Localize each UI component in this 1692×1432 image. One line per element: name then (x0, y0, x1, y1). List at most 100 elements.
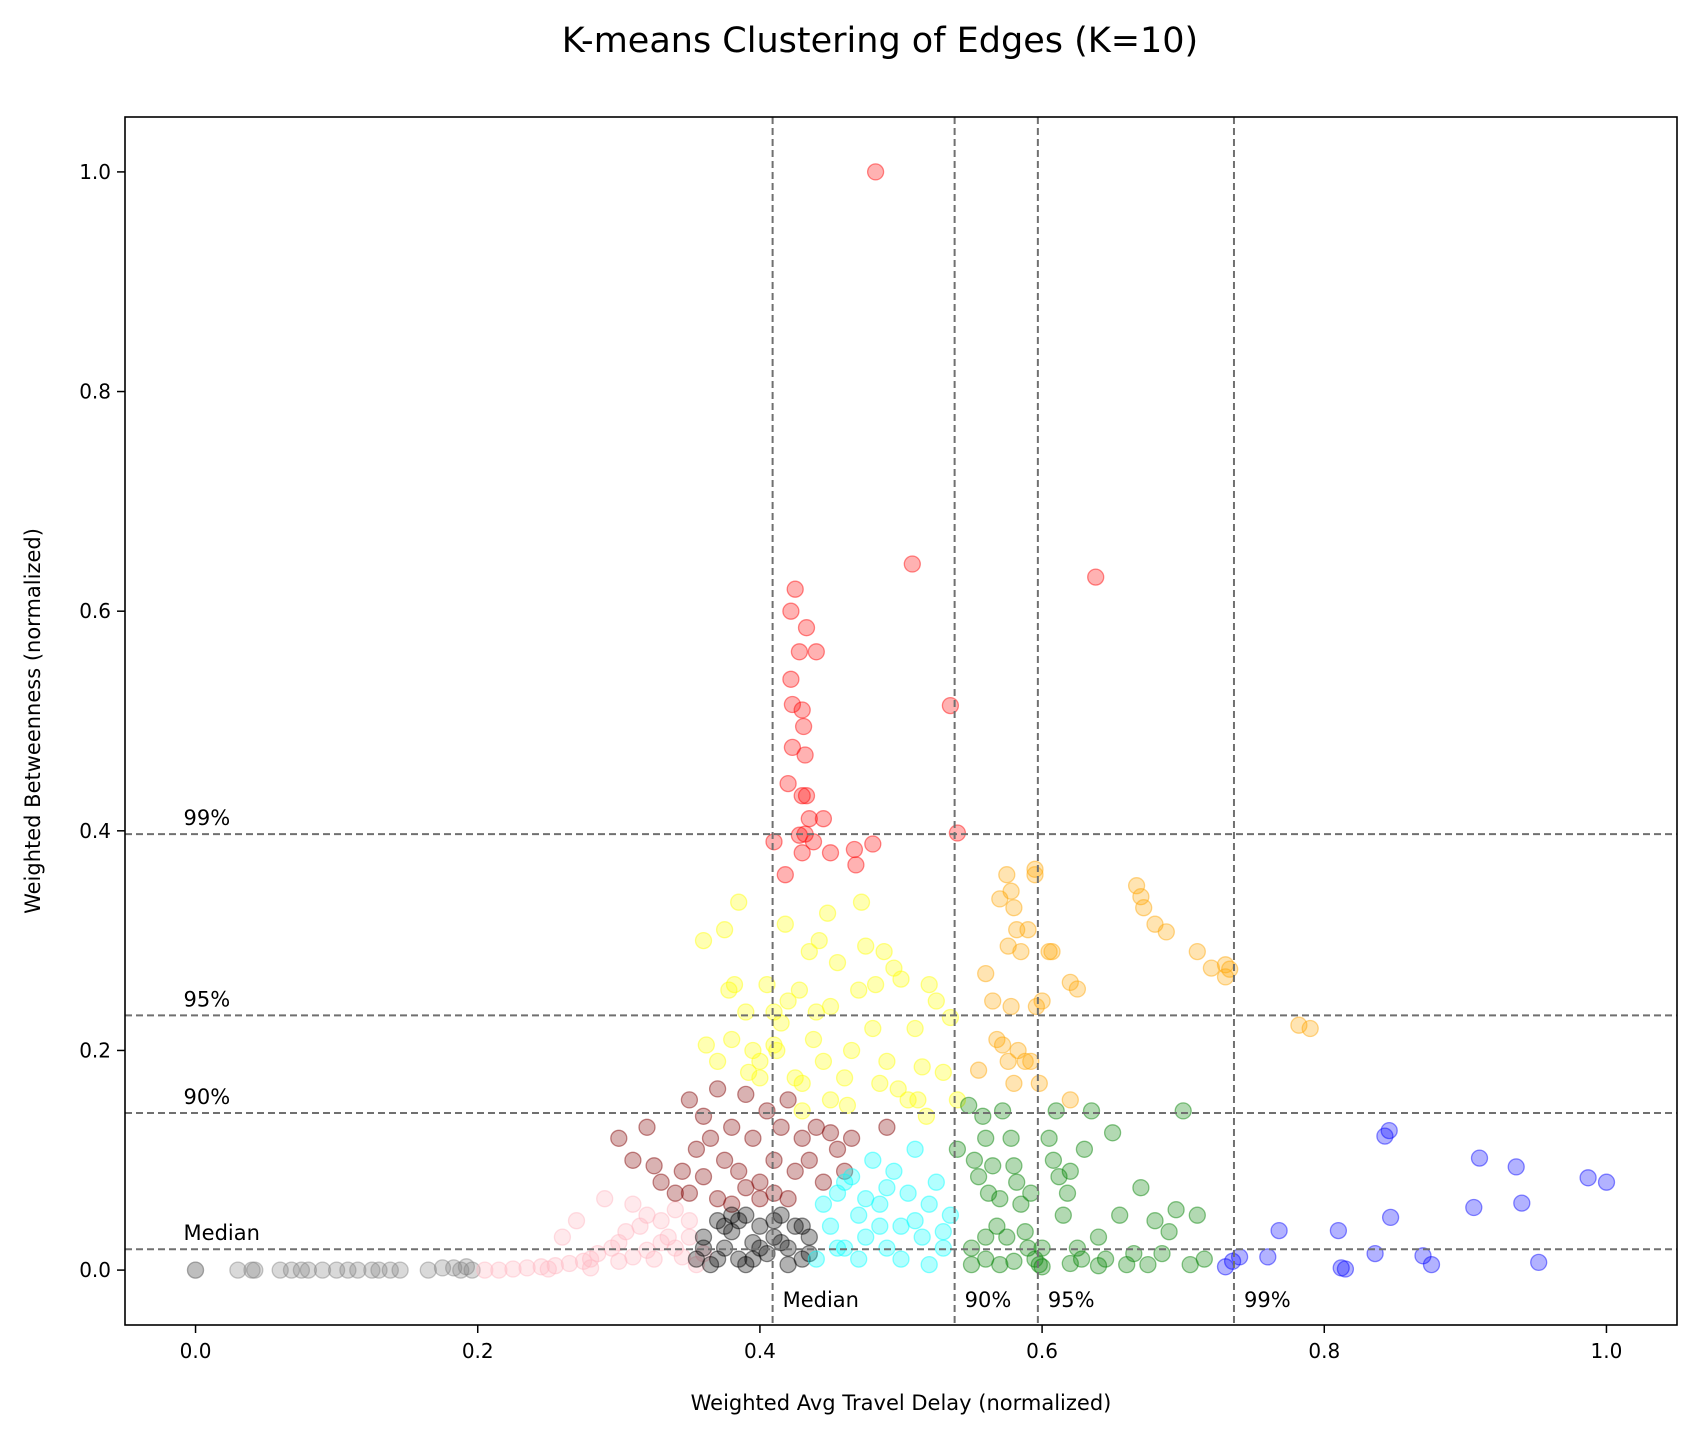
scatter-point-2-23 (793, 1129, 811, 1147)
scatter-point-5-55 (765, 1036, 783, 1054)
scatter-point-8-0 (948, 1140, 967, 1158)
scatter-point-3-22 (765, 1212, 783, 1230)
scatter-point-5-51 (934, 1063, 952, 1082)
y-tick-label-5: 1.0 (79, 160, 111, 184)
scatter-point-8-19 (1026, 1250, 1044, 1268)
scatter-point-5-9 (739, 1063, 758, 1082)
scatter-point-8-21 (1033, 1239, 1051, 1257)
scatter-point-3-5 (723, 1223, 741, 1241)
scatter-point-9-20 (1597, 1173, 1616, 1191)
scatter-point-6-10 (793, 701, 811, 719)
scatter-point-3-24 (793, 1217, 811, 1235)
y-axis-label: Weighted Betweenness (normalized) (21, 528, 45, 914)
scatter-point-9-4 (1270, 1221, 1288, 1240)
scatter-point-8-29 (1068, 1239, 1087, 1257)
scatter-point-1-31 (539, 1260, 557, 1278)
scatter-point-1-17 (631, 1217, 649, 1235)
scatter-point-4-17 (934, 1239, 952, 1257)
scatter-point-6-11 (794, 717, 813, 736)
scatter-point-9-1 (1223, 1252, 1242, 1270)
scatter-point-3-9 (751, 1217, 769, 1235)
scatter-point-8-31 (1075, 1140, 1094, 1158)
scatter-point-3-26 (715, 1217, 734, 1235)
scatter-point-8-55 (1089, 1257, 1108, 1275)
scatter-point-2-38 (680, 1184, 699, 1202)
scatter-point-0-18 (433, 1259, 452, 1277)
scatter-point-8-51 (991, 1255, 1009, 1274)
scatter-point-4-5 (850, 1206, 868, 1224)
x-tick-label-4: 0.8 (1308, 1339, 1340, 1363)
scatter-point-5-31 (838, 1096, 857, 1115)
scatter-point-6-18 (800, 810, 818, 828)
scatter-point-7-8 (1019, 921, 1037, 939)
scatter-point-6-12 (941, 696, 960, 715)
scatter-point-8-53 (1033, 1258, 1051, 1276)
scatter-point-2-13 (723, 1118, 741, 1136)
scatter-point-9-12 (1414, 1247, 1432, 1265)
scatter-point-0-2 (229, 1261, 247, 1279)
scatter-point-3-20 (737, 1255, 755, 1274)
scatter-point-7-33 (1188, 942, 1206, 961)
scatter-point-1-30 (581, 1259, 600, 1277)
scatter-point-8-44 (1167, 1201, 1185, 1219)
scatter-point-4-12 (899, 1184, 917, 1202)
scatter-point-8-43 (1160, 1223, 1178, 1241)
scatter-point-5-23 (804, 1030, 823, 1049)
scatter-point-1-5 (546, 1257, 564, 1275)
scatter-point-9-11 (1381, 1208, 1400, 1227)
scatter-point-2-27 (821, 1124, 840, 1142)
scatter-point-1-23 (673, 1248, 691, 1266)
vertical-ref-label-2: 95% (1048, 1288, 1095, 1312)
scatter-point-0-4 (246, 1261, 264, 1279)
scatter-point-8-32 (1082, 1102, 1101, 1120)
scatter-point-4-20 (828, 1239, 847, 1257)
scatter-point-4-11 (892, 1217, 910, 1235)
scatter-point-3-11 (765, 1228, 783, 1246)
scatter-point-7-21 (1005, 1074, 1023, 1093)
scatter-point-5-25 (810, 931, 828, 950)
scatter-point-6-30 (776, 866, 794, 884)
scatter-point-8-8 (988, 1217, 1006, 1235)
scatter-point-5-0 (694, 931, 713, 950)
scatter-point-7-24 (969, 1061, 988, 1079)
scatter-point-5-56 (793, 1102, 811, 1120)
scatter-point-3-27 (744, 1250, 762, 1268)
scatter-point-4-3 (835, 1239, 854, 1257)
scatter-point-0-14 (370, 1261, 388, 1279)
scatter-point-8-11 (998, 1228, 1016, 1246)
scatter-point-9-17 (1513, 1194, 1531, 1212)
horizontal-ref-label-2: 95% (184, 987, 231, 1011)
scatter-point-8-10 (993, 1102, 1012, 1120)
scatter-point-1-19 (645, 1250, 663, 1268)
scatter-point-1-22 (666, 1239, 684, 1257)
scatter-point-9-14 (1465, 1198, 1483, 1217)
scatter-point-9-9 (1376, 1127, 1394, 1145)
scatter-point-5-7 (730, 893, 748, 911)
scatter-point-2-6 (673, 1162, 691, 1180)
scatter-point-7-15 (1043, 942, 1061, 961)
scatter-point-2-24 (800, 1151, 818, 1169)
scatter-point-2-37 (694, 1168, 713, 1186)
scatter-point-8-56 (977, 1228, 995, 1246)
scatter-point-5-38 (871, 1074, 889, 1093)
scatter-point-8-13 (1005, 1157, 1023, 1175)
horizontal-ref-label-1: 90% (184, 1085, 231, 1109)
scatter-point-8-37 (1118, 1255, 1136, 1274)
scatter-point-5-4 (720, 981, 738, 999)
scatter-point-5-28 (821, 1091, 840, 1109)
scatter-point-2-16 (744, 1129, 762, 1147)
scatter-point-7-22 (1009, 1041, 1027, 1060)
y-tick-label-2: 0.4 (79, 819, 111, 843)
scatter-point-8-42 (1153, 1244, 1171, 1263)
scatter-point-6-13 (783, 738, 802, 757)
scatter-point-3-16 (800, 1228, 818, 1246)
scatter-point-8-36 (1111, 1206, 1129, 1224)
scatter-point-5-35 (857, 937, 875, 955)
scatter-point-5-30 (835, 1069, 854, 1087)
scatter-point-8-27 (1058, 1184, 1077, 1202)
scatter-point-7-12 (1030, 1074, 1048, 1093)
scatter-point-6-0 (866, 163, 885, 181)
ticks-layer: 0.0 0.2 0.4 0.6 0.8 1.0 0.0 0.2 0.4 0.6 0.8 1.0 (79, 160, 1622, 1363)
scatter-point-7-10 (1026, 860, 1044, 878)
scatter-point-8-45 (1174, 1102, 1192, 1120)
